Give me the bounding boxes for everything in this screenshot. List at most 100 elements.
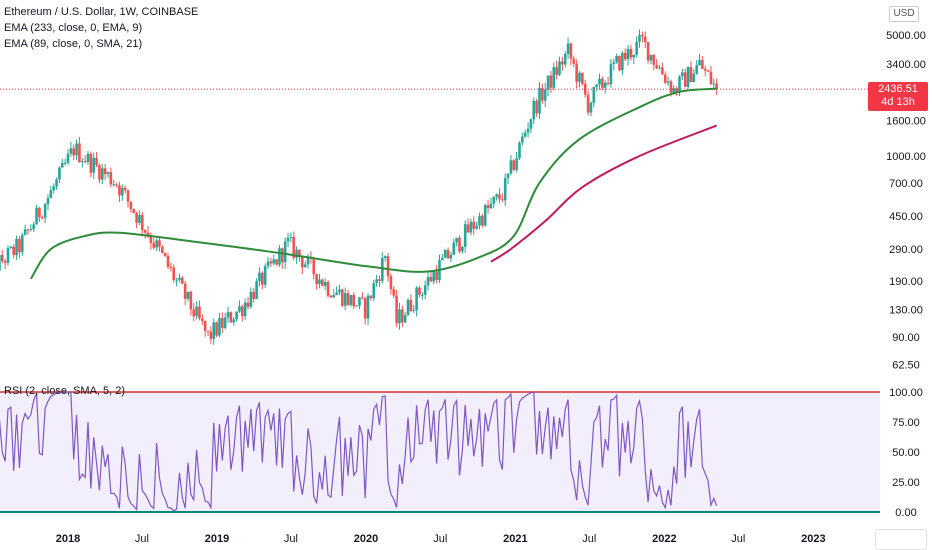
candle-body <box>509 160 513 174</box>
candle-body <box>403 315 407 323</box>
candle-body <box>323 281 327 286</box>
candle-body <box>418 287 421 295</box>
candle-body <box>78 143 81 163</box>
candle-body <box>129 201 133 210</box>
candle-body <box>469 221 473 233</box>
currency-button[interactable]: USD <box>889 6 919 22</box>
candle-body <box>595 84 598 88</box>
candle-body <box>461 246 464 252</box>
candle-body <box>589 102 593 113</box>
candle-body <box>335 292 338 295</box>
candle-body <box>692 73 696 83</box>
candle-body <box>315 274 318 284</box>
candle-body <box>89 153 93 173</box>
candle-body <box>518 142 521 159</box>
candle-body <box>318 279 321 284</box>
price-tick-label: 290.00 <box>889 244 923 256</box>
candle-body <box>52 186 56 191</box>
price-tick-label: 1600.00 <box>886 116 926 128</box>
candle-body <box>66 153 70 163</box>
candle-body <box>301 257 304 268</box>
candle-body <box>489 203 493 209</box>
candle-body <box>449 254 453 259</box>
candle-body <box>321 279 324 286</box>
candle-body <box>255 281 258 299</box>
candle-body <box>126 190 130 202</box>
candle-body <box>572 58 576 64</box>
candle-body <box>18 238 21 253</box>
candle-body <box>515 158 518 170</box>
candle-body <box>329 295 333 298</box>
candle-body <box>183 283 187 299</box>
candle-body <box>295 249 298 258</box>
candle-body <box>152 243 156 248</box>
candle-body <box>243 302 247 317</box>
price-tick-label: 62.50 <box>892 359 920 371</box>
candle-body <box>135 212 138 223</box>
candle-body <box>26 229 30 231</box>
time-tick-label: Jul <box>731 533 745 545</box>
candle-body <box>281 248 284 263</box>
candle-body <box>401 309 404 323</box>
candle-body <box>432 271 436 282</box>
candle-body <box>221 318 224 328</box>
candle-body <box>655 64 658 69</box>
price-tick-label: 5000.00 <box>886 30 926 42</box>
candle-body <box>218 318 221 336</box>
candle-body <box>118 185 121 196</box>
candle-body <box>275 259 278 265</box>
candle-body <box>343 293 347 306</box>
candle-body <box>332 294 336 298</box>
candle-body <box>80 161 84 163</box>
candle-body <box>455 237 458 243</box>
candle-body <box>206 330 210 332</box>
ema-89-label: EMA (89, close, 0, SMA, 21) <box>4 38 143 50</box>
candle-body <box>258 272 261 282</box>
candle-body <box>463 224 467 247</box>
candle-body <box>158 240 161 247</box>
candle-body <box>661 67 664 75</box>
candle-body <box>178 277 181 280</box>
candle-body <box>672 88 676 93</box>
candle-body <box>715 83 718 90</box>
time-axis-settings-button[interactable] <box>875 529 927 550</box>
candle-body <box>621 52 624 71</box>
candle-body <box>252 291 256 299</box>
candle-body <box>349 294 353 305</box>
candle-body <box>15 238 18 255</box>
candle-body <box>626 49 630 60</box>
candle-body <box>38 207 41 218</box>
candle-body <box>701 60 704 69</box>
time-tick-label: Jul <box>582 533 596 545</box>
candle-body <box>140 215 144 231</box>
last-price-tag: 2436.51 4d 13h <box>868 82 928 111</box>
candle-body <box>383 256 387 259</box>
candle-body <box>629 49 633 58</box>
candle-body <box>263 266 267 285</box>
candle-body <box>355 305 358 307</box>
candle-body <box>581 72 584 84</box>
candle-body <box>55 179 58 187</box>
candle-body <box>86 153 90 162</box>
candle-body <box>512 160 516 170</box>
candle-body <box>646 41 650 61</box>
candle-body <box>398 309 401 324</box>
candle-body <box>189 291 193 310</box>
candle-body <box>249 291 253 307</box>
candle-body <box>552 67 556 88</box>
candle-body <box>472 221 476 229</box>
candle-body <box>226 312 230 318</box>
candle-body <box>132 209 136 213</box>
candle-body <box>592 87 596 103</box>
rsi-tick-label: 75.00 <box>892 417 920 429</box>
axes: 5000.003400.002400.001600.001000.00700.0… <box>56 30 926 545</box>
candle-body <box>232 319 236 323</box>
candle-body <box>241 306 244 317</box>
candle-body <box>143 230 147 233</box>
candle-body <box>212 322 216 339</box>
candle-body <box>246 302 250 307</box>
price-tick-label: 450.00 <box>889 211 923 223</box>
candle-body <box>389 276 393 290</box>
candle-body <box>598 78 601 85</box>
